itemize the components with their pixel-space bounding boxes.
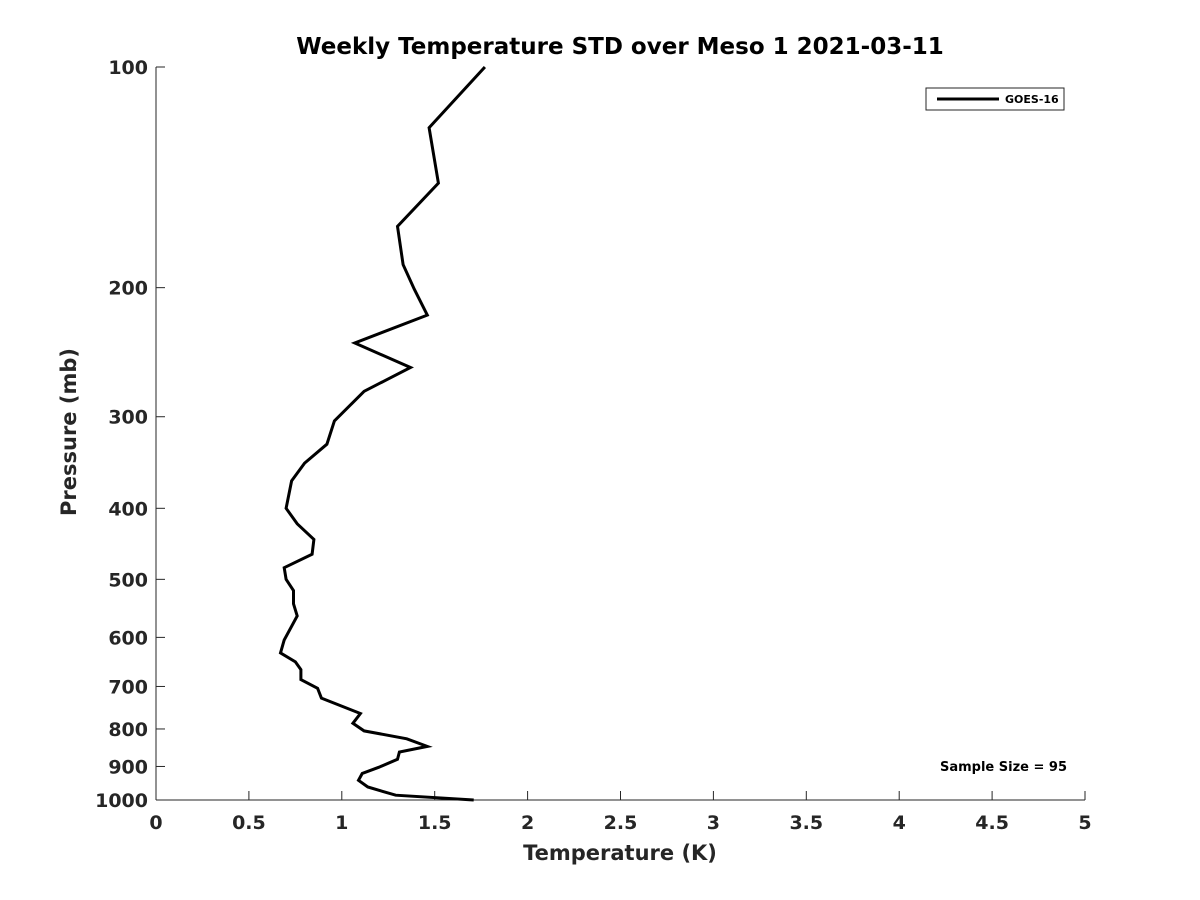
x-tick-label: 2.5: [604, 812, 638, 834]
x-tick-label: 1.5: [418, 812, 452, 834]
y-tick-label: 900: [108, 756, 148, 778]
x-tick-label: 3.5: [789, 812, 823, 834]
x-axis-title: Temperature (K): [523, 841, 717, 865]
x-tick-label: 3: [707, 812, 720, 834]
series-layer: [278, 65, 487, 802]
y-tick-label: 800: [108, 719, 148, 741]
y-tick-label: 1000: [95, 790, 148, 812]
x-tick-label: 4: [893, 812, 906, 834]
y-tick-label: 100: [108, 57, 148, 79]
x-tick-label: 4.5: [975, 812, 1009, 834]
x-tick-label: 2: [521, 812, 534, 834]
legend-label-goes16: GOES-16: [1005, 93, 1059, 106]
sample-size-annotation: Sample Size = 95: [940, 760, 1067, 775]
y-tick-label: 700: [108, 676, 148, 698]
x-tick-label: 5: [1078, 812, 1091, 834]
y-axis-title: Pressure (mb): [57, 348, 81, 516]
y-tick-label: 300: [108, 407, 148, 429]
chart-title: Weekly Temperature STD over Meso 1 2021-…: [296, 34, 944, 60]
x-tick-label: 0: [149, 812, 162, 834]
x-tick-label: 1: [335, 812, 348, 834]
x-tick-label: 0.5: [232, 812, 266, 834]
series-line-goes16: [278, 65, 487, 802]
legend: GOES-16: [925, 87, 1065, 111]
axes: 0 0.5 1 1.5 2 2.5 3 3.5 4 4.5 5 100 200 300 400 500 600 7…: [95, 57, 1092, 834]
y-tick-label: 400: [108, 498, 148, 520]
y-tick-label: 200: [108, 278, 148, 300]
y-tick-label: 600: [108, 627, 148, 649]
y-tick-label: 500: [108, 569, 148, 591]
